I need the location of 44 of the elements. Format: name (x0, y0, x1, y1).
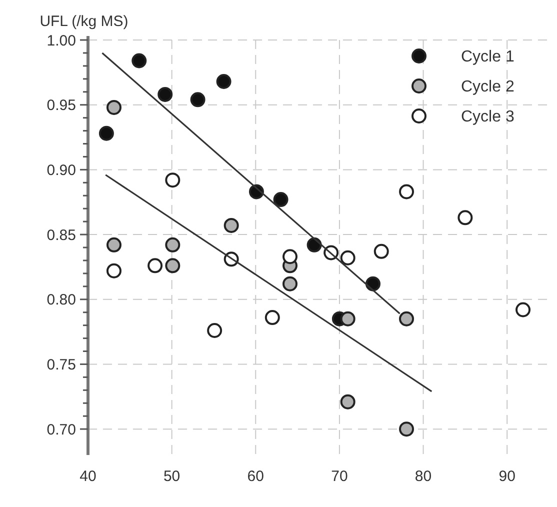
point (264, 310, 280, 326)
x-tick-label: 90 (498, 468, 516, 485)
point (282, 249, 298, 264)
point (374, 244, 389, 259)
point (458, 210, 473, 226)
x-tick-label: 80 (414, 468, 432, 485)
point (165, 237, 180, 252)
point (516, 302, 531, 318)
point (224, 218, 239, 233)
point (165, 172, 180, 188)
point (207, 323, 222, 338)
y-tick-label: 0.85 (46, 226, 76, 244)
point (399, 184, 414, 200)
point (190, 92, 206, 108)
y-tick-label: 1.00 (46, 32, 76, 50)
y-axis-title: UFL (/kg MS) (40, 13, 128, 30)
legend-label: Cycle 3 (461, 108, 514, 126)
point (282, 276, 298, 292)
point (273, 192, 288, 208)
point (132, 53, 147, 68)
point (148, 258, 163, 274)
y-tick-label: 0.75 (46, 356, 76, 374)
point (399, 422, 414, 437)
x-tick-label: 50 (163, 468, 180, 485)
point (106, 237, 122, 252)
y-tick-label: 0.95 (46, 97, 76, 114)
point (106, 100, 122, 115)
legend-label: Cycle 2 (461, 78, 514, 96)
legend-label: Cycle 1 (461, 48, 514, 66)
point (158, 86, 173, 102)
y-tick-label: 0.70 (46, 421, 76, 438)
point (340, 394, 356, 410)
point (399, 311, 414, 326)
y-tick-label: 0.80 (46, 292, 76, 309)
point (165, 258, 180, 274)
point (216, 74, 232, 89)
point (340, 250, 356, 266)
y-tick-label: 0.90 (46, 162, 76, 179)
x-tick-label: 60 (247, 468, 264, 485)
point (106, 263, 122, 278)
x-tick-label: 40 (80, 468, 96, 485)
point (98, 126, 114, 141)
point (340, 311, 356, 326)
x-tick-label: 70 (331, 468, 348, 485)
